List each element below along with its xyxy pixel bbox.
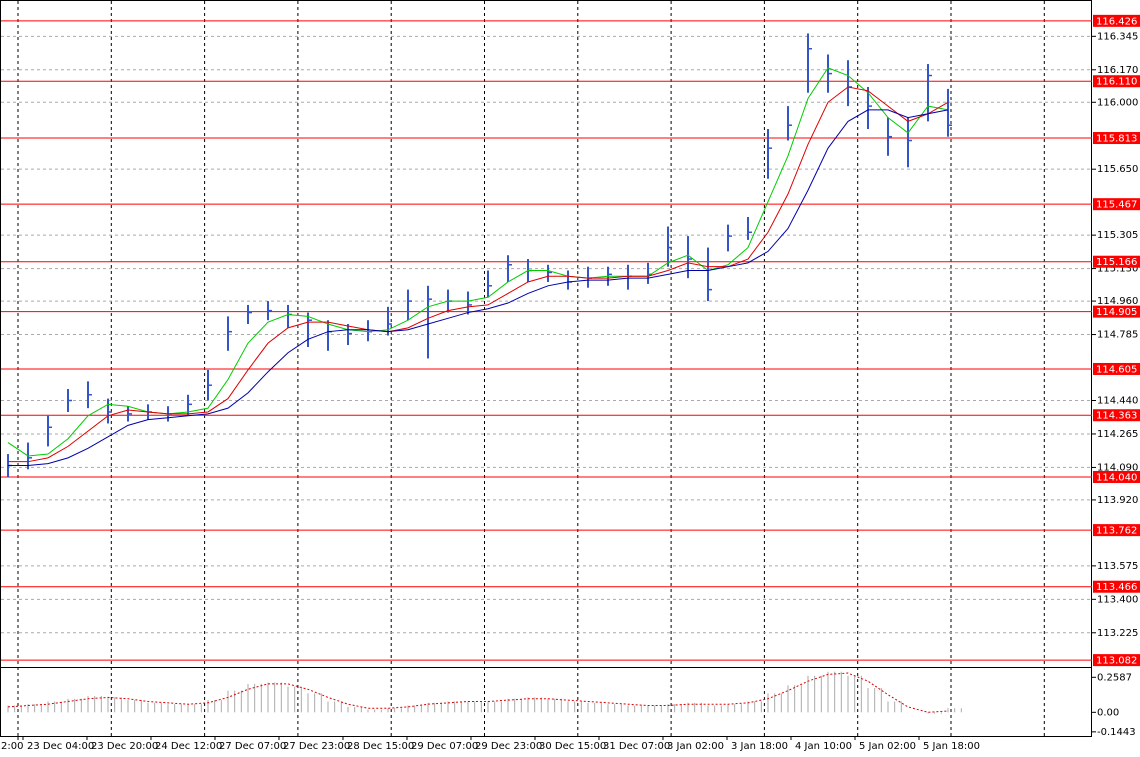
- x-tick-label: 5 Jan 18:00: [923, 741, 980, 752]
- moving-average: [8, 86, 949, 463]
- level-label: 113.082: [1096, 656, 1137, 667]
- y-tick-label: 114.785: [1097, 330, 1138, 341]
- level-tag: [1093, 409, 1140, 422]
- x-tick-label: 28 Dec 15:00: [347, 741, 414, 752]
- level-label: 114.040: [1096, 472, 1137, 483]
- y-tick-label: 114.090: [1097, 462, 1138, 473]
- osc-signal: [7, 672, 949, 713]
- level-tag: [1093, 524, 1140, 537]
- level-label: 113.466: [1096, 582, 1137, 593]
- x-tick-label: 31 Dec 07:00: [603, 741, 670, 752]
- osc-tick-label: 0.00: [1097, 707, 1119, 718]
- level-label: 113.762: [1096, 526, 1137, 537]
- level-tag: [1093, 198, 1140, 211]
- x-tick-label: 3 Jan 18:00: [731, 741, 788, 752]
- x-tick-label: 30 Dec 15:00: [539, 741, 606, 752]
- x-tick-label: 5 Jan 02:00: [859, 741, 916, 752]
- moving-average: [8, 109, 949, 467]
- level-tag: [1093, 580, 1140, 593]
- y-tick-label: 114.265: [1097, 429, 1138, 440]
- level-tag: [1093, 305, 1140, 318]
- x-tick-label: 27 Dec 07:00: [219, 741, 286, 752]
- y-tick-label: 113.225: [1097, 628, 1138, 639]
- x-tick-label: 29 Dec 07:00: [411, 741, 478, 752]
- level-label: 115.467: [1096, 200, 1137, 211]
- y-tick-label: 113.920: [1097, 495, 1138, 506]
- y-tick-label: 116.170: [1097, 65, 1138, 76]
- level-tag: [1093, 132, 1140, 145]
- x-tick-label: 23 Dec 20:00: [91, 741, 158, 752]
- y-tick-label: 115.130: [1097, 264, 1138, 275]
- y-tick-label: 114.960: [1097, 296, 1138, 307]
- level-label: 115.813: [1096, 134, 1137, 145]
- level-label: 114.905: [1096, 307, 1137, 318]
- level-label: 116.426: [1096, 16, 1137, 27]
- x-tick-label: 29 Dec 23:00: [475, 741, 542, 752]
- level-tag: [1093, 75, 1140, 88]
- x-tick-label: 3 Jan 02:00: [667, 741, 724, 752]
- y-tick-label: 116.000: [1097, 97, 1138, 108]
- y-tick-label: 113.400: [1097, 594, 1138, 605]
- osc-tick-label: -0.1443: [1097, 727, 1136, 738]
- level-tag: [1093, 255, 1140, 268]
- level-label: 114.363: [1096, 411, 1137, 422]
- x-tick-label: 4 Jan 10:00: [795, 741, 852, 752]
- y-tick-label: 115.305: [1097, 230, 1138, 241]
- x-tick-label: 27 Dec 23:00: [283, 741, 350, 752]
- level-label: 116.110: [1096, 77, 1137, 88]
- level-label: 114.605: [1096, 364, 1137, 375]
- x-tick-label: 24 Dec 12:00: [155, 741, 222, 752]
- level-tag: [1093, 14, 1140, 27]
- level-label: 115.166: [1096, 257, 1137, 268]
- level-tag: [1093, 362, 1140, 375]
- y-tick-label: 114.440: [1097, 396, 1138, 407]
- osc-tick-label: 0.2587: [1097, 672, 1132, 683]
- y-tick-label: 115.650: [1097, 164, 1138, 175]
- level-tag: [1093, 470, 1140, 483]
- x-tick-label: 23 Dec 04:00: [27, 741, 94, 752]
- y-tick-label: 113.575: [1097, 561, 1138, 572]
- level-tag: [1093, 654, 1140, 667]
- y-tick-label: 116.345: [1097, 31, 1138, 42]
- x-tick-label: 2:00: [1, 741, 23, 752]
